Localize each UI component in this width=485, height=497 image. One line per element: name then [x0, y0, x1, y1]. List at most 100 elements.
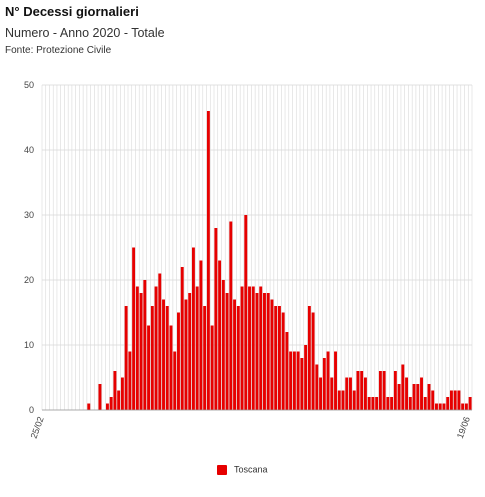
bar — [337, 390, 341, 410]
bar — [87, 403, 91, 410]
bar — [431, 390, 435, 410]
bar — [206, 111, 210, 410]
bar — [270, 299, 274, 410]
bar — [248, 286, 251, 410]
bar — [147, 325, 151, 410]
bar — [292, 351, 296, 410]
bar — [345, 377, 349, 410]
y-tick-label: 50 — [24, 80, 34, 90]
bar-layer — [87, 111, 472, 410]
bar — [143, 280, 147, 410]
bar — [225, 293, 229, 410]
bar — [251, 286, 255, 410]
bar — [397, 384, 401, 410]
bar — [117, 390, 121, 410]
bar — [420, 377, 423, 410]
bar — [98, 384, 102, 410]
bar — [382, 371, 386, 410]
bar — [165, 306, 169, 410]
bar — [105, 403, 109, 410]
bar — [453, 390, 457, 410]
bar — [315, 364, 319, 410]
bar — [412, 384, 416, 410]
bar — [135, 286, 139, 410]
bar — [360, 371, 364, 410]
bar — [356, 371, 360, 410]
bar — [378, 371, 382, 410]
bar — [296, 351, 300, 410]
bar — [416, 384, 420, 410]
bar — [375, 397, 379, 410]
bar — [210, 325, 214, 410]
bar — [457, 390, 461, 410]
bar — [177, 312, 180, 410]
bar — [132, 247, 136, 410]
bar — [307, 306, 311, 410]
bar — [427, 384, 431, 410]
bar — [173, 351, 177, 410]
bar — [285, 332, 289, 410]
bar — [180, 267, 184, 410]
bar — [341, 390, 345, 410]
bar — [233, 299, 237, 410]
bar — [218, 260, 222, 410]
bar — [435, 403, 438, 410]
legend: Toscana — [0, 464, 485, 475]
bar — [154, 286, 158, 410]
bar — [371, 397, 375, 410]
bar — [330, 377, 334, 410]
chart-source: Fonte: Protezione Civile — [5, 45, 112, 56]
bar — [274, 306, 278, 410]
bar — [120, 377, 124, 410]
bar — [244, 215, 248, 410]
bar — [438, 403, 442, 410]
bar — [367, 397, 371, 410]
bar — [405, 377, 409, 410]
bar — [326, 351, 330, 410]
bar — [363, 377, 367, 410]
bar — [423, 397, 427, 410]
bar — [128, 351, 132, 410]
y-tick-label: 40 — [24, 145, 34, 155]
bar — [390, 397, 394, 410]
bar — [195, 286, 199, 410]
bar — [203, 306, 207, 410]
chart-title: N° Decessi giornalieri — [5, 4, 139, 19]
bar — [150, 306, 154, 410]
bar — [236, 306, 240, 410]
bar — [124, 306, 128, 410]
bar — [401, 364, 405, 410]
bar — [139, 293, 143, 410]
x-tick-label: 25/02 — [29, 415, 46, 440]
bar — [446, 397, 450, 410]
bar — [352, 390, 356, 410]
bar — [229, 221, 233, 410]
bar — [266, 293, 270, 410]
bar — [259, 286, 263, 410]
bar — [240, 286, 244, 410]
bar — [277, 306, 281, 410]
bar — [113, 371, 117, 410]
bar — [461, 403, 465, 410]
legend-label: Toscana — [233, 464, 268, 475]
bar — [311, 312, 315, 410]
bar — [158, 273, 162, 410]
bar — [334, 351, 337, 410]
bar — [300, 358, 304, 410]
bar — [349, 377, 352, 410]
bar — [281, 312, 285, 410]
y-tick-label: 10 — [24, 340, 34, 350]
grid-layer — [41, 84, 473, 411]
bar — [464, 403, 468, 410]
bar — [322, 358, 326, 410]
bar — [188, 293, 192, 410]
y-tick-label: 30 — [24, 210, 34, 220]
bar — [162, 299, 165, 410]
bar — [199, 260, 203, 410]
chart-subtitle: Numero - Anno 2020 - Totale — [5, 26, 165, 40]
bar — [214, 228, 218, 410]
bar — [184, 299, 188, 410]
bar — [449, 390, 453, 410]
bar — [386, 397, 390, 410]
